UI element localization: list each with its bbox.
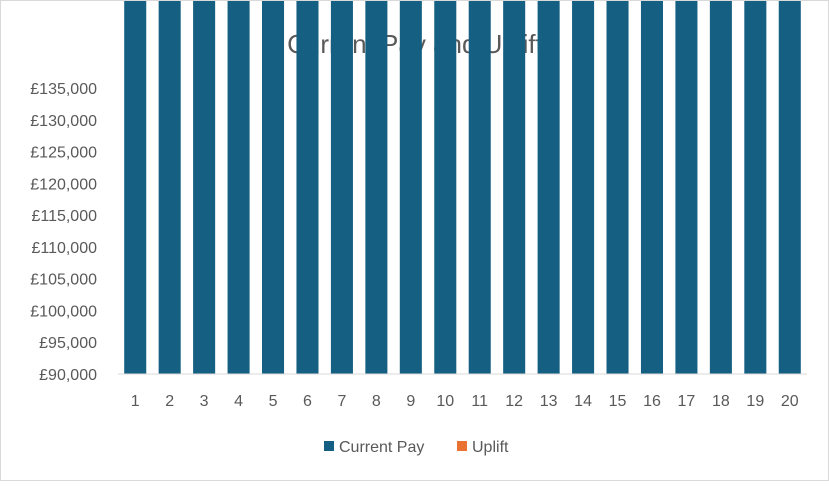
bar-current-pay-16 bbox=[640, 0, 663, 375]
x-tick-label: 9 bbox=[406, 393, 415, 410]
bar-current-pay-12 bbox=[503, 0, 526, 375]
bar-current-pay-9 bbox=[399, 0, 422, 374]
y-tick-label: £95,000 bbox=[39, 335, 97, 352]
bar-current-pay-14 bbox=[572, 0, 595, 375]
bar-current-pay-2 bbox=[158, 0, 181, 374]
x-tick-label: 6 bbox=[303, 393, 312, 410]
x-tick-label: 2 bbox=[165, 393, 174, 410]
x-tick-label: 16 bbox=[643, 393, 661, 410]
y-tick-label: £90,000 bbox=[39, 367, 97, 384]
legend: Current Pay Uplift bbox=[324, 439, 509, 456]
legend-swatch-current-pay bbox=[324, 441, 334, 451]
bars bbox=[124, 0, 801, 375]
bar-current-pay-19 bbox=[744, 0, 767, 375]
y-tick-label: £135,000 bbox=[30, 81, 97, 98]
x-tick-label: 19 bbox=[746, 393, 764, 410]
bar-current-pay-4 bbox=[227, 0, 250, 375]
bar-current-pay-1 bbox=[124, 0, 147, 375]
bar-current-pay-7 bbox=[330, 0, 353, 374]
x-tick-label: 10 bbox=[436, 393, 454, 410]
x-tick-label: 5 bbox=[269, 393, 278, 410]
y-tick-label: £105,000 bbox=[30, 272, 97, 289]
x-tick-label: 14 bbox=[574, 393, 592, 410]
bar-current-pay-3 bbox=[193, 0, 216, 374]
bar-current-pay-5 bbox=[262, 0, 285, 374]
x-axis: 1 2 3 4 5 6 7 8 9 10 11 12 13 14 15 16 17 18 19 20 bbox=[131, 393, 799, 410]
bar-current-pay-10 bbox=[434, 0, 457, 375]
legend-label-current-pay: Current Pay bbox=[339, 439, 424, 456]
x-tick-label: 17 bbox=[678, 393, 696, 410]
x-tick-label: 1 bbox=[131, 393, 140, 410]
bar-current-pay-13 bbox=[537, 0, 560, 375]
x-tick-label: 8 bbox=[372, 393, 381, 410]
x-tick-label: 7 bbox=[337, 393, 346, 410]
x-tick-label: 15 bbox=[609, 393, 627, 410]
x-tick-label: 20 bbox=[781, 393, 799, 410]
y-tick-label: £110,000 bbox=[31, 240, 97, 257]
x-tick-label: 4 bbox=[234, 393, 243, 410]
x-tick-label: 13 bbox=[540, 393, 558, 410]
y-tick-label: £130,000 bbox=[30, 113, 97, 130]
y-tick-label: £125,000 bbox=[30, 145, 97, 162]
x-tick-label: 11 bbox=[471, 393, 488, 410]
legend-label-uplift: Uplift bbox=[472, 439, 509, 456]
x-tick-label: 12 bbox=[505, 393, 523, 410]
y-axis: £90,000 £95,000 £100,000 £105,000 £110,000 £1… bbox=[30, 81, 97, 384]
bar-current-pay-18 bbox=[709, 0, 732, 375]
y-tick-label: £100,000 bbox=[30, 303, 97, 320]
y-tick-label: £115,000 bbox=[31, 208, 97, 225]
bar-current-pay-6 bbox=[296, 0, 319, 374]
bar-current-pay-11 bbox=[468, 0, 491, 375]
x-tick-label: 3 bbox=[200, 393, 209, 410]
legend-swatch-uplift bbox=[457, 441, 467, 451]
y-tick-label: £120,000 bbox=[30, 176, 97, 193]
bar-current-pay-8 bbox=[365, 0, 388, 374]
bar-current-pay-15 bbox=[606, 0, 629, 375]
x-tick-label: 18 bbox=[712, 393, 730, 410]
bar-current-pay-17 bbox=[675, 0, 698, 375]
bar-current-pay-20 bbox=[778, 0, 801, 375]
